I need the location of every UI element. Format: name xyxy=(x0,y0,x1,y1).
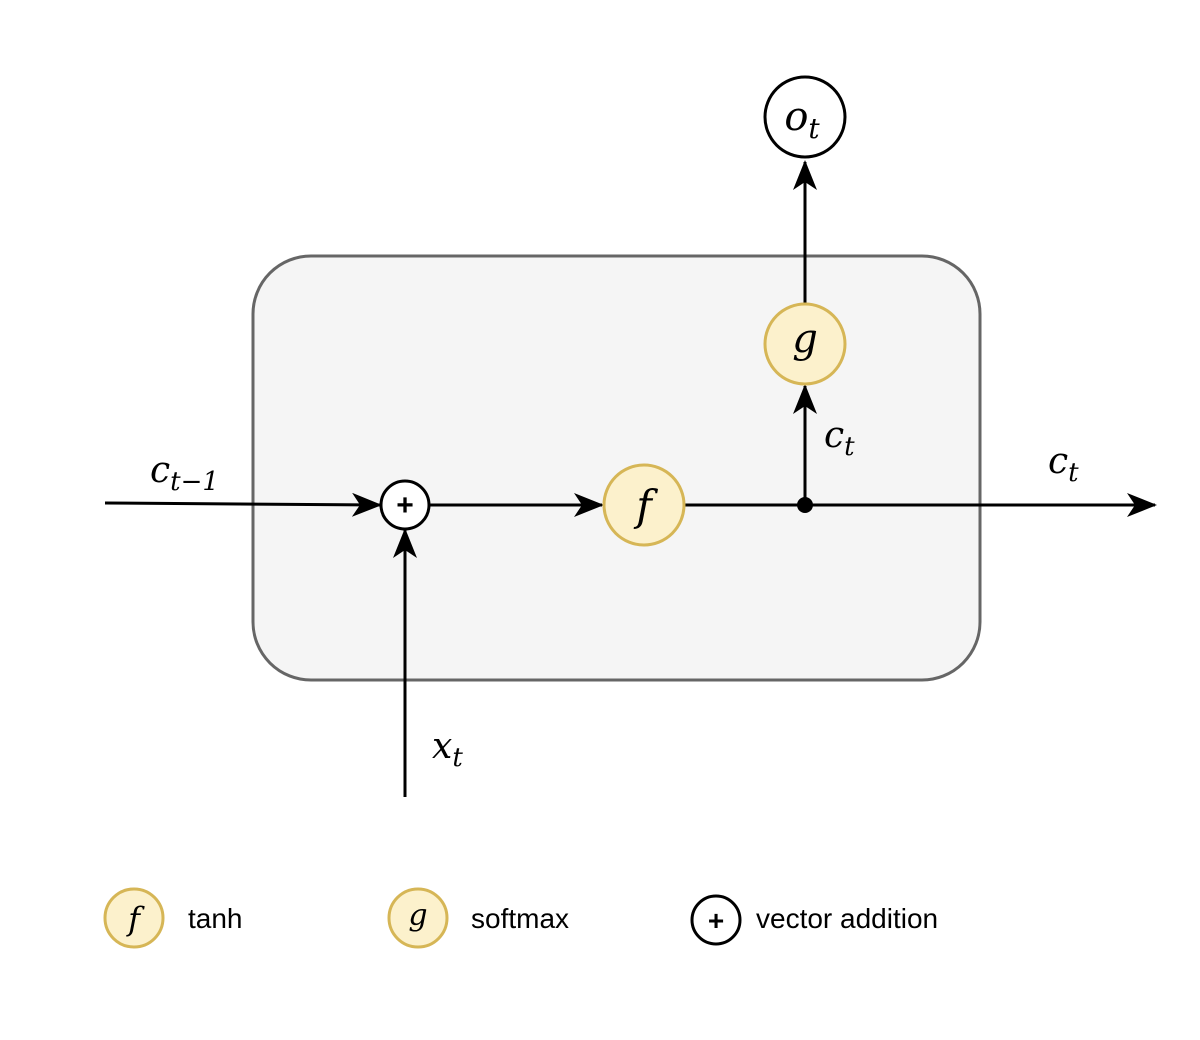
legend-item-tanh: f tanh xyxy=(103,887,243,949)
edge-cprev-to-add xyxy=(104,492,382,517)
label-c-up-base: c xyxy=(824,415,844,456)
legend: f tanh g softmax + vector addition xyxy=(103,887,938,949)
softmax-node-symbol: g xyxy=(792,316,818,362)
label-c-out: ct xyxy=(1048,441,1079,488)
legend-tanh-label: tanh xyxy=(188,903,243,934)
label-x: xt xyxy=(432,726,463,773)
junction-dot xyxy=(797,497,813,513)
add-node-symbol: + xyxy=(396,489,414,522)
legend-softmax-label: softmax xyxy=(471,903,569,934)
tanh-node: f xyxy=(602,463,686,547)
legend-softmax-symbol: g xyxy=(408,898,427,933)
legend-add-symbol: + xyxy=(708,905,724,936)
label-c-prev-base: c xyxy=(150,450,170,491)
label-c-up-sub: t xyxy=(844,432,855,462)
label-c-prev: ct−1 xyxy=(150,450,219,497)
output-label: ot xyxy=(784,94,820,145)
rnn-cell-box xyxy=(251,254,982,682)
legend-item-softmax: g softmax xyxy=(387,887,569,949)
add-node: + xyxy=(379,479,431,531)
output-label-base: o xyxy=(784,94,808,140)
label-c-out-sub: t xyxy=(1068,458,1079,488)
label-x-sub: t xyxy=(452,743,463,773)
label-x-base: x xyxy=(432,726,452,767)
output-label-sub: t xyxy=(808,112,820,145)
legend-item-vector-addition: + vector addition xyxy=(690,894,938,946)
legend-add-label: vector addition xyxy=(756,903,938,934)
label-c-up: ct xyxy=(824,415,855,462)
softmax-node: g xyxy=(763,302,847,386)
label-c-out-base: c xyxy=(1048,441,1068,482)
output-node: ot xyxy=(763,75,847,159)
label-c-prev-sub: t−1 xyxy=(170,467,219,497)
